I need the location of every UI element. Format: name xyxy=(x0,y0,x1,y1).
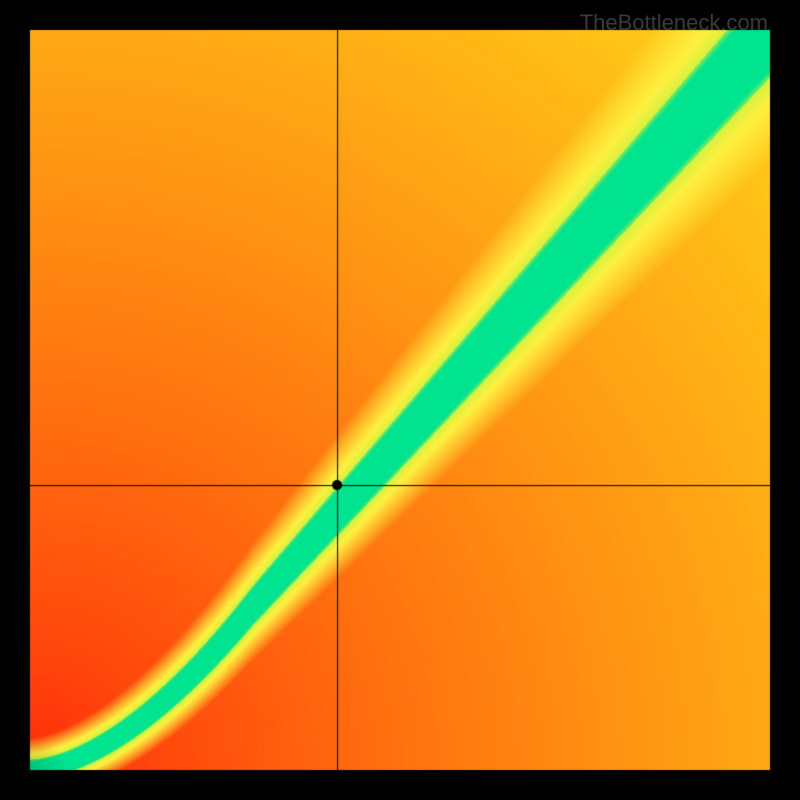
bottleneck-heatmap xyxy=(0,0,800,800)
chart-container: TheBottleneck.com xyxy=(0,0,800,800)
watermark-text: TheBottleneck.com xyxy=(580,10,768,36)
